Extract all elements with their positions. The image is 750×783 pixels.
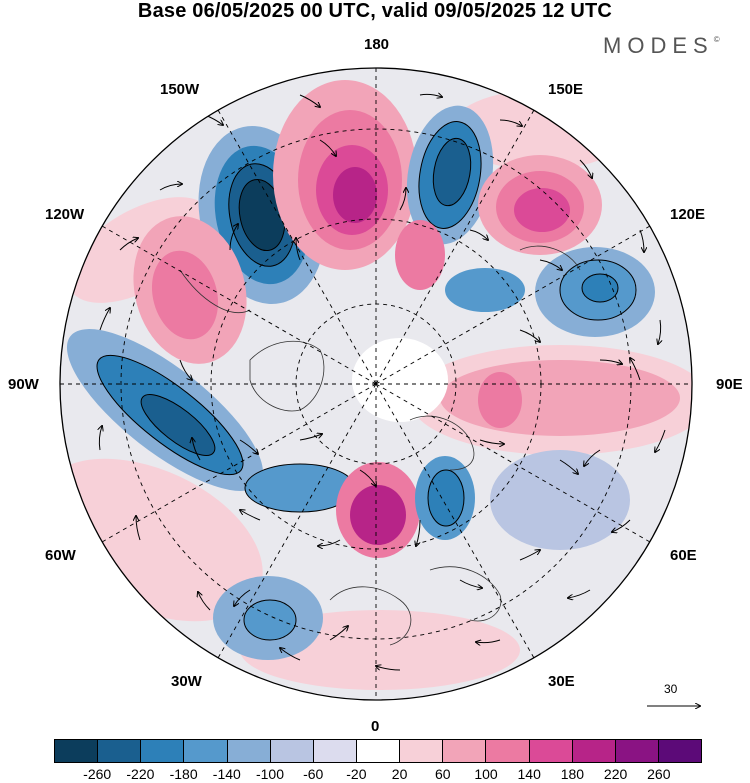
positive-siberia <box>440 360 680 436</box>
colorbar-swatch <box>615 740 659 762</box>
colorbar-swatch <box>529 740 573 762</box>
copyright-mark: © <box>713 35 720 44</box>
light-negative-area-asia <box>490 450 630 550</box>
colorbar-tick-label: 220 <box>603 766 628 782</box>
lon-label-60w: 60W <box>45 547 76 564</box>
colorbar-tick-label: -100 <box>255 766 285 782</box>
colorbar-tick-label: -180 <box>169 766 198 782</box>
colorbar-swatch <box>98 740 142 762</box>
colorbar-swatch <box>443 740 487 762</box>
lon-label-90w: 90W <box>8 376 39 393</box>
negative-100e <box>535 247 655 337</box>
positive-near-180 <box>273 80 417 270</box>
negative-small-center <box>445 268 525 312</box>
lon-label-180: 180 <box>364 36 390 53</box>
lon-label-30e: 30E <box>548 673 575 690</box>
colorbar-tick-label: 260 <box>647 766 671 782</box>
map-title: Base 06/05/2025 00 UTC, valid 09/05/2025… <box>137 0 613 22</box>
wind-streamlines <box>99 94 666 671</box>
lon-label-150w: 150W <box>160 81 200 98</box>
positive-small-center <box>395 220 445 290</box>
positive-near-pole <box>336 462 420 558</box>
colorbar-tick-label: -220 <box>126 766 155 782</box>
colorbar-tick-label: 20 <box>391 766 408 782</box>
colorbar-tick-label: 100 <box>474 766 498 782</box>
colorbar-swatch <box>184 740 228 762</box>
colorbar-tick-label: -140 <box>212 766 241 782</box>
colorbar-swatch <box>486 740 530 762</box>
negative-atlantic <box>213 576 323 660</box>
modes-logo: MODES© <box>603 33 720 59</box>
colorbar-swatch <box>400 740 444 762</box>
coastlines <box>179 245 581 646</box>
colorbar-tick-label: -20 <box>346 766 367 782</box>
colorbar-swatch <box>227 740 271 762</box>
colorbar-swatch <box>658 740 702 762</box>
colorbar-swatch <box>313 740 357 762</box>
colorbar-tick-label: 180 <box>560 766 585 782</box>
positive-north-pacific <box>133 216 247 364</box>
colorbar-swatch <box>356 740 401 762</box>
positive-120e <box>478 155 602 255</box>
lon-label-150e: 150E <box>548 81 584 98</box>
colorbar-swatch <box>55 740 99 762</box>
negative-near-pole <box>415 456 475 540</box>
negative-150e <box>406 105 494 245</box>
lon-label-60e: 60E <box>670 547 697 564</box>
lon-label-30w: 30W <box>171 673 202 690</box>
graticule <box>60 68 692 700</box>
lon-label-120w: 120W <box>45 206 85 223</box>
colorbar-tick-label: 60 <box>435 766 451 782</box>
colorbar-tick-label: -60 <box>303 766 324 782</box>
wind-reference-label: 30 <box>664 682 678 696</box>
negative-north-america <box>66 329 264 491</box>
map-boundary <box>59 67 693 701</box>
lon-label-90e: 90E <box>716 376 743 393</box>
anomaly-field <box>60 68 692 700</box>
lon-label-120e: 120E <box>670 206 706 223</box>
colorbar-swatch <box>141 740 185 762</box>
brand-name: MODES <box>603 33 714 58</box>
colorbar-tick-label: -260 <box>83 766 112 782</box>
colorbar <box>54 739 702 763</box>
colorbar-swatch <box>270 740 314 762</box>
colorbar-tick-label: 140 <box>517 766 541 782</box>
lon-label-0: 0 <box>371 718 380 735</box>
colorbar-swatch <box>572 740 616 762</box>
